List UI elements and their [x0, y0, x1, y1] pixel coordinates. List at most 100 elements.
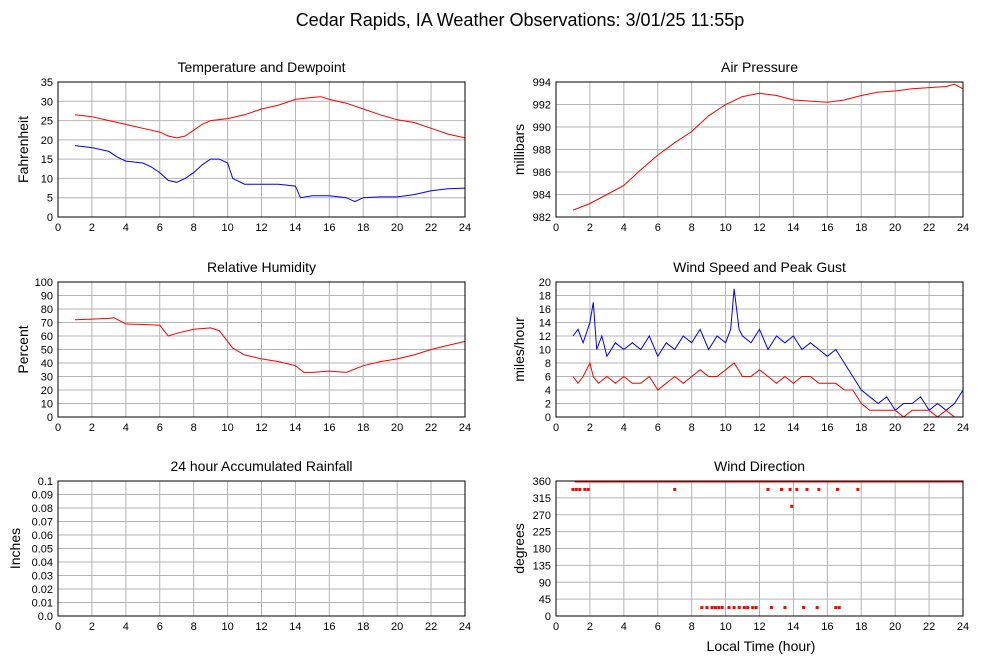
x-tick-label: 18 — [357, 422, 369, 434]
x-tick-label: 10 — [719, 422, 731, 434]
y-tick-label: 2 — [545, 399, 551, 411]
y-tick-label: 0.08 — [32, 503, 53, 515]
y-tick-label: 0.04 — [32, 557, 53, 569]
x-tick-label: 0 — [55, 621, 61, 633]
data-point — [766, 487, 770, 491]
x-tick-label: 24 — [957, 621, 969, 633]
chart-title: Wind Direction — [714, 458, 805, 474]
x-tick-label: 24 — [957, 422, 969, 434]
plot-frame — [57, 281, 466, 418]
y-tick-label: 986 — [533, 167, 551, 179]
y-tick-label: 8 — [545, 358, 551, 370]
data-point — [571, 487, 575, 491]
x-tick-label: 16 — [821, 621, 833, 633]
x-tick-label: 10 — [221, 621, 233, 633]
x-tick-label: 4 — [621, 621, 627, 633]
data-point — [732, 606, 736, 610]
data-point — [742, 606, 746, 610]
y-tick-label: 984 — [533, 190, 551, 202]
data-point — [710, 606, 714, 610]
y-tick-label: 0.03 — [32, 571, 53, 583]
y-tick-label: 20 — [539, 277, 551, 289]
x-tick-label: 12 — [753, 422, 765, 434]
y-tick-label: 20 — [41, 135, 53, 147]
x-tick-label: 6 — [655, 621, 661, 633]
data-point — [815, 606, 819, 610]
y-tick-label: 315 — [533, 493, 551, 505]
data-point — [805, 487, 809, 491]
data-point — [720, 606, 724, 610]
x-tick-label: 24 — [459, 422, 471, 434]
y-tick-label: 992 — [533, 100, 551, 112]
x-tick-label: 14 — [289, 621, 301, 633]
y-tick-label: 0 — [47, 212, 53, 224]
y-tick-label: 30 — [41, 96, 53, 108]
series-line — [74, 145, 465, 203]
x-tick-label: 16 — [323, 222, 335, 234]
x-tick-label: 22 — [425, 621, 437, 633]
data-point — [673, 487, 677, 491]
x-tick-label: 8 — [689, 222, 695, 234]
x-tick-label: 18 — [855, 422, 867, 434]
x-tick-label: 6 — [157, 621, 163, 633]
x-tick-label: 14 — [787, 422, 799, 434]
x-tick-label: 20 — [391, 222, 403, 234]
data-point — [705, 606, 709, 610]
x-tick-label: 4 — [123, 621, 129, 633]
x-tick-label: 0 — [55, 222, 61, 234]
chart-title: 24 hour Accumulated Rainfall — [170, 458, 352, 474]
y-tick-label: 15 — [41, 154, 53, 166]
y-tick-label: 10 — [41, 173, 53, 185]
x-tick-label: 24 — [459, 621, 471, 633]
x-tick-label: 12 — [255, 422, 267, 434]
x-tick-label: 14 — [289, 222, 301, 234]
y-tick-label: 35 — [41, 77, 53, 89]
x-axis-label: Local Time (hour) — [707, 638, 816, 654]
y-tick-label: 20 — [41, 385, 53, 397]
y-tick-label: 60 — [41, 331, 53, 343]
y-tick-label: 12 — [539, 331, 551, 343]
y-tick-label: 0.07 — [32, 517, 53, 529]
x-tick-label: 24 — [957, 222, 969, 234]
x-tick-label: 20 — [889, 621, 901, 633]
x-tick-label: 2 — [587, 621, 593, 633]
x-tick-label: 12 — [753, 222, 765, 234]
y-tick-label: 0.02 — [32, 584, 53, 596]
x-tick-label: 6 — [655, 422, 661, 434]
plot-frame — [57, 81, 466, 218]
x-tick-label: 12 — [255, 222, 267, 234]
y-tick-label: 0.06 — [32, 530, 53, 542]
data-point — [856, 487, 860, 491]
y-tick-label: 30 — [41, 372, 53, 384]
data-point — [700, 606, 704, 610]
y-tick-label: 16 — [539, 304, 551, 316]
x-tick-label: 22 — [923, 422, 935, 434]
data-point — [727, 606, 731, 610]
x-tick-label: 2 — [587, 422, 593, 434]
y-tick-label: 5 — [47, 193, 53, 205]
chart-title: Temperature and Dewpoint — [177, 59, 345, 75]
x-tick-label: 0 — [553, 222, 559, 234]
x-tick-label: 6 — [157, 222, 163, 234]
y-tick-label: 10 — [539, 345, 551, 357]
data-point — [790, 504, 794, 508]
x-tick-label: 4 — [123, 422, 129, 434]
data-point — [788, 487, 792, 491]
x-tick-label: 6 — [655, 222, 661, 234]
data-point — [754, 606, 758, 610]
plot-frame — [57, 480, 466, 617]
y-tick-label: 994 — [533, 77, 551, 89]
page-title: Cedar Rapids, IA Weather Observations: 3… — [296, 10, 745, 30]
y-tick-label: 0.0 — [38, 611, 53, 623]
data-point-band — [574, 481, 963, 483]
y-tick-label: 14 — [539, 318, 551, 330]
x-tick-label: 8 — [191, 222, 197, 234]
y-tick-label: 0.1 — [38, 476, 53, 488]
data-point — [837, 606, 841, 610]
y-tick-label: 360 — [533, 476, 551, 488]
